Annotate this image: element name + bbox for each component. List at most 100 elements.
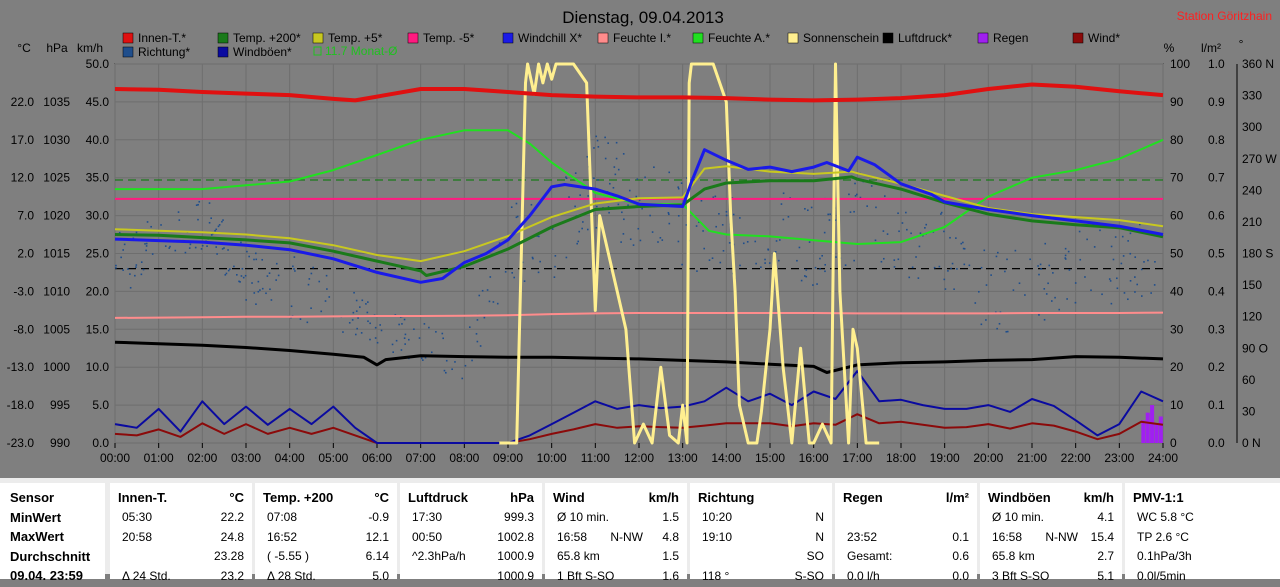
cell-time: 16:58 xyxy=(557,529,588,544)
y-tick-label-hpa: 1035 xyxy=(43,95,70,109)
sensor-title: PMV-1:1 xyxy=(1133,490,1184,505)
direction-point xyxy=(380,329,383,332)
direction-point xyxy=(933,266,936,269)
x-tick-label: 09:00 xyxy=(493,451,523,465)
y-tick-label-lm2: 0.3 xyxy=(1208,322,1225,336)
direction-point xyxy=(808,241,811,243)
x-tick-label: 00:00 xyxy=(100,451,130,465)
direction-point xyxy=(401,323,403,325)
direction-point xyxy=(513,276,516,279)
direction-point xyxy=(118,231,121,234)
direction-point xyxy=(445,359,448,362)
direction-point xyxy=(880,260,883,263)
direction-point xyxy=(798,246,801,249)
direction-point xyxy=(853,259,855,262)
row-label: MinWert xyxy=(10,509,62,525)
direction-point xyxy=(910,232,912,235)
direction-point xyxy=(392,351,394,353)
direction-point xyxy=(848,193,850,196)
legend-marker xyxy=(313,46,322,56)
direction-point xyxy=(441,332,444,335)
direction-point xyxy=(718,213,720,215)
y-tick-label-direction: 360 N xyxy=(1242,57,1274,71)
direction-point xyxy=(164,245,167,247)
chart-title: Dienstag, 09.04.2013 xyxy=(562,8,724,27)
direction-point xyxy=(593,147,595,149)
table-row: 16:52 12.1 xyxy=(263,530,389,548)
direction-point xyxy=(827,213,829,216)
direction-point xyxy=(708,259,711,261)
direction-point xyxy=(150,225,152,228)
direction-point xyxy=(1043,318,1046,321)
direction-point xyxy=(593,177,595,180)
x-tick-label: 10:00 xyxy=(537,451,567,465)
direction-point xyxy=(608,211,610,214)
direction-point xyxy=(604,136,606,139)
y-tick-label-direction: 300 xyxy=(1242,120,1262,134)
y-tick-label-kmh: 40.0 xyxy=(86,133,110,147)
direction-point xyxy=(320,310,323,313)
direction-point xyxy=(824,270,826,273)
table-row: 0.0 l/h 0.0 xyxy=(843,569,969,587)
direction-point xyxy=(742,242,745,245)
x-tick-label: 19:00 xyxy=(930,451,960,465)
sensor-panel: Wind km/h Ø 10 min. 1.5 16:58 N-NW 4.8 65.8 km 1… xyxy=(545,483,687,583)
table-row: Δ 24 Std. 23.2 xyxy=(118,569,244,587)
direction-point xyxy=(299,318,302,320)
y-tick-label-kmh: 45.0 xyxy=(86,95,110,109)
direction-point xyxy=(1045,293,1048,295)
cell-value: 4.8 xyxy=(662,529,679,544)
direction-point xyxy=(943,278,946,281)
direction-point xyxy=(255,258,258,261)
direction-point xyxy=(476,340,479,343)
station-name: Station Göritzhain xyxy=(1177,9,1272,23)
cell-value: 1.5 xyxy=(662,549,679,563)
y-tick-label-percent: 70 xyxy=(1170,171,1184,185)
table-row: Δ 28 Std. 5.0 xyxy=(263,569,389,587)
y-tick-label-kmh: 35.0 xyxy=(86,171,110,185)
axis-unit-lm2: l/m² xyxy=(1201,41,1221,55)
direction-point xyxy=(1134,256,1137,258)
direction-point xyxy=(627,204,629,207)
series-luftdruck xyxy=(114,340,1164,374)
direction-point xyxy=(516,215,519,218)
direction-point xyxy=(807,209,809,212)
direction-point xyxy=(856,193,858,196)
direction-point xyxy=(422,359,424,361)
direction-point xyxy=(539,260,541,263)
direction-point xyxy=(488,300,491,303)
direction-point xyxy=(324,300,327,302)
direction-point xyxy=(261,258,264,261)
direction-point xyxy=(379,324,381,326)
direction-point xyxy=(1141,295,1143,297)
direction-point xyxy=(883,195,886,197)
direction-point xyxy=(985,319,987,321)
direction-point xyxy=(995,255,998,258)
direction-point xyxy=(239,281,241,283)
direction-point xyxy=(968,264,971,267)
cell-value: 0.0 xyxy=(952,568,969,583)
direction-point xyxy=(369,322,371,325)
axis-unit-percent: % xyxy=(1164,41,1175,55)
direction-point xyxy=(1079,258,1082,261)
direction-point xyxy=(925,223,928,226)
cell-time: 17:30 xyxy=(412,510,443,524)
direction-point xyxy=(596,205,598,208)
direction-point xyxy=(197,203,199,206)
sensor-title: Luftdruck xyxy=(408,490,468,505)
direction-point xyxy=(579,194,581,196)
weather-chart: Dienstag, 09.04.2013 Station Göritzhain In… xyxy=(7,8,1278,465)
direction-point xyxy=(217,225,220,228)
y-tick-label-lm2: 1.0 xyxy=(1208,57,1225,71)
cell-value: 4.1 xyxy=(1097,510,1114,524)
direction-point xyxy=(1014,249,1017,252)
x-tick-label: 05:00 xyxy=(318,451,348,465)
direction-point xyxy=(210,217,212,220)
direction-point xyxy=(1110,245,1113,248)
y-tick-label-direction: 150 xyxy=(1242,278,1262,292)
direction-point xyxy=(361,299,364,302)
direction-point xyxy=(711,257,714,260)
direction-point xyxy=(1067,250,1070,253)
direction-point xyxy=(586,155,589,158)
direction-point xyxy=(245,299,247,301)
